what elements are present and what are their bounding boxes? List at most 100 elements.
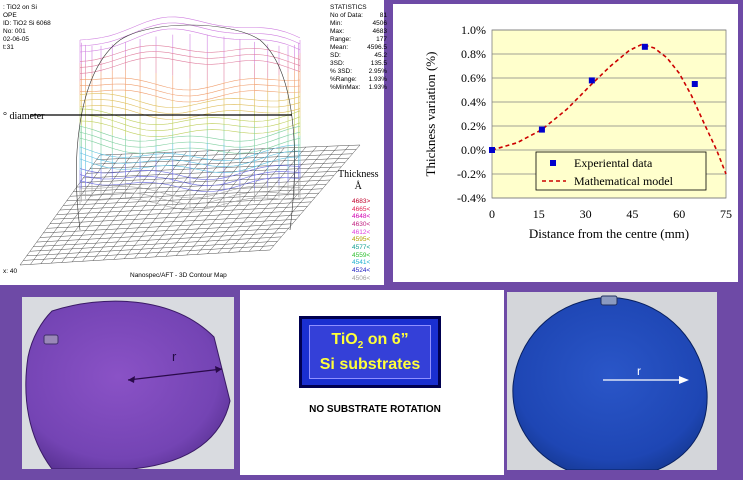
stat-value: 177 [376,36,387,43]
statistics-title: STATISTICS [330,4,367,11]
stat-value: 45.2 [374,52,387,59]
radius-label-left: r [172,349,177,364]
title-rest: on 6” [363,330,409,348]
thickness-legend: 4683> 4665< 4648< 4630< 4612< 4595< 4577< 4559<… [352,198,370,282]
map-footer: Nanospec/AFT - 3D Contour Map [130,272,227,279]
stat-row: SD: 45.2 [330,52,387,60]
map-header-line: 02-06-05 [3,36,30,43]
title-tio: TiO [331,330,358,348]
title-line-1: TiO2 on 6” [320,330,420,355]
contour-map-panel: : TiO2 on Si OPE ID: TiO2 Si 6068 No: 00… [0,0,387,285]
x-tick-label: 0 [489,207,495,221]
x-tick-label: 75 [720,207,732,221]
stat-label: Min: [330,20,343,27]
map-header-line: t:31 [3,44,14,51]
thickness-chart: -0.4% -0.2% 0.0% 0.2% 0.4% 0.6% 0.8% 1.0% 0 15 30 4… [423,23,732,241]
data-point [538,126,545,133]
stat-value: 2.95% [368,68,387,75]
legend-entry: 4612< [352,228,371,236]
thickness-title: Thickness [338,169,379,180]
map-header: : TiO2 on Si OPE ID: TiO2 Si 6068 No: 00… [3,4,51,52]
map-header-line: No: 001 [3,28,26,35]
legend-marker-points [550,160,556,166]
map-header-line: OPE [3,12,17,19]
stat-row: 3SD: 135.5 [330,60,387,68]
legend-entry: 4524< [352,266,371,274]
stat-value: 4683 [372,28,387,35]
legend-label-points: Experiental data [574,156,653,170]
stat-row: % 3SD: 2.95% [330,68,387,76]
legend-entry: 4683> [352,198,371,205]
x-tick-label: 60 [673,207,685,221]
thickness-label: Thickness Å [338,169,379,193]
data-point [641,43,648,50]
map-x-readout: x: 40 [3,268,18,275]
stat-label: %MinMax: [330,84,361,91]
model-curve [491,43,727,175]
y-tick-label: 0.4% [461,95,486,109]
legend-entry: 4506< [352,274,371,282]
legend-label-line: Mathematical model [574,174,674,188]
legend-entry: 4541< [352,259,371,267]
title-line-2: Si substrates [319,356,421,374]
wafer-3d-mesh [19,16,361,266]
stat-value: 1.93% [368,76,387,83]
y-tick-label: 0.2% [461,119,486,133]
title-inner: TiO2 on 6” Si substrates [308,324,432,380]
stat-value: 4596.5 [367,44,387,51]
map-header-line: ID: TiO2 Si 6068 [3,20,51,27]
legend-entry: 4648< [352,213,371,221]
wafer-photo-purple: r [22,297,234,469]
data-point [489,147,495,153]
y-tick-label: 0.8% [461,47,486,61]
y-tick-label: -0.4% [457,191,486,205]
data-point [691,81,698,87]
legend-box [535,151,707,191]
y-tick-label: -0.2% [457,167,486,181]
legend-entry: 4630< [352,220,371,228]
stat-row: %Range: 1.93% [330,76,387,84]
stat-label: % 3SD: [330,68,353,75]
radius-label-right: r [637,364,641,378]
legend-entry: 4595< [352,236,371,244]
y-tick-label: 0.6% [461,71,486,85]
stat-label: 3SD: [330,60,345,67]
stat-label: %Range: [330,76,357,83]
legend-entry: 4665< [352,205,371,213]
stat-value: 135.5 [370,60,387,67]
stat-value: 1.93% [368,84,387,91]
x-tick-label: 30 [580,207,592,221]
title-box: TiO2 on 6” Si substrates [299,316,441,388]
wafer-photo-blue: r [507,292,717,470]
stat-row: Mean: 4596.5 [330,44,387,52]
legend-entry: 4577< [352,243,371,251]
stat-value: 81 [379,12,387,19]
y-tick-label: 0.0% [461,143,486,157]
data-point [588,77,595,84]
stat-label: Range: [330,36,351,43]
stat-row: Max: 4683 [330,28,387,36]
diameter-label: ° diameter [3,111,45,122]
thickness-unit: Å [354,181,362,192]
statistics-block: STATISTICS No of Data: 81 Min: 4506 Max: 4683… [330,4,390,92]
map-header-line: : TiO2 on Si [3,4,37,11]
legend-entry: 4559< [352,251,371,259]
x-tick-label: 15 [533,207,545,221]
x-tick-label: 45 [626,207,638,221]
stat-label: Mean: [330,44,349,51]
stat-label: SD: [330,52,341,59]
stat-value: 4506 [372,20,387,27]
wafer-blue-image [507,292,717,470]
wafer-purple-image [22,297,234,469]
stat-row: No of Data: 81 [330,12,387,20]
stat-label: No of Data: [330,12,363,19]
stat-row: Range: 177 [330,36,387,44]
title-subscript: 2 [357,340,364,352]
thickness-chart-panel: -0.4% -0.2% 0.0% 0.2% 0.4% 0.6% 0.8% 1.0% 0 15 30 4… [393,4,738,282]
y-tick-label: 1.0% [461,23,486,37]
stat-row: %MinMax: 1.93% [330,84,387,92]
no-rotation-caption: NO SUBSTRATE ROTATION [309,404,441,415]
stat-label: Max: [330,28,345,35]
stat-row: Min: 4506 [330,20,387,28]
x-axis-label: Distance from the centre (mm) [529,226,689,241]
